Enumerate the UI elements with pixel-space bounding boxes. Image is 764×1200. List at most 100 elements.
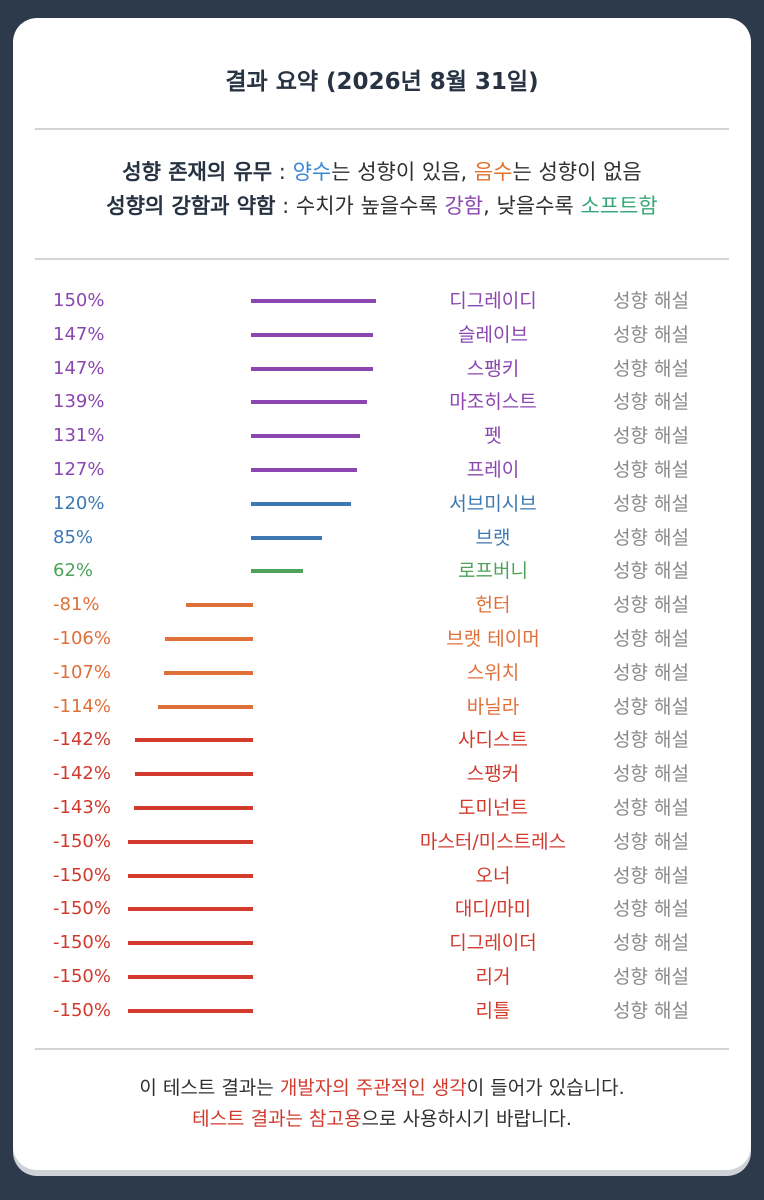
bar	[251, 400, 367, 404]
value-label: -142%	[53, 729, 111, 750]
tendency-explanation-link[interactable]: 성향 해설	[613, 898, 689, 920]
result-card: 결과 요약 (2026년 8월 31일) 성향 존재의 유무 : 양수는 성향이…	[13, 18, 751, 1170]
footer-line-2: 테스트 결과는 참고용으로 사용하시기 바랍니다.	[13, 1104, 751, 1131]
bar	[251, 569, 303, 573]
tendency-explanation-link[interactable]: 성향 해설	[613, 290, 689, 312]
category-label: 펫	[484, 425, 502, 447]
value-label: -81%	[53, 594, 100, 615]
category-label: 브랫 테이머	[446, 628, 540, 650]
value-label: -114%	[53, 696, 111, 717]
value-label: -142%	[53, 763, 111, 784]
divider-bottom	[35, 1048, 729, 1050]
category-label: 서브미시브	[449, 493, 537, 515]
bar	[251, 468, 357, 472]
category-label: 헌터	[475, 594, 511, 616]
bar	[128, 840, 253, 844]
bar	[251, 333, 374, 337]
tendency-explanation-link[interactable]: 성향 해설	[613, 966, 689, 988]
bar	[134, 738, 253, 742]
category-label: 브랫	[475, 527, 511, 549]
bar	[251, 367, 374, 371]
bar	[251, 502, 351, 506]
category-label: 리거	[475, 966, 511, 988]
bar	[164, 637, 253, 641]
value-label: 131%	[53, 425, 105, 446]
legend-separator: :	[272, 160, 293, 184]
legend-strong: 강함	[444, 194, 484, 218]
bar	[128, 874, 253, 878]
bar	[128, 907, 253, 911]
value-label: -150%	[53, 1000, 111, 1021]
value-label: 85%	[53, 527, 94, 548]
divider-legend	[35, 258, 729, 260]
bar	[134, 772, 253, 776]
legend-label-presence: 성향 존재의 유무	[122, 160, 273, 184]
value-label: -150%	[53, 865, 111, 886]
value-label: -150%	[53, 898, 111, 919]
bar	[251, 434, 361, 438]
tendency-chart: 150% 디그레이디 성향 해설 147% 슬레이브 성향 해설 147% 스팽키 성향 해설 1…	[13, 18, 751, 1170]
category-label: 스팽키	[466, 358, 520, 380]
category-label: 로프버니	[458, 560, 528, 582]
value-label: 127%	[53, 459, 105, 480]
category-label: 스팽커	[466, 763, 520, 785]
bar	[158, 705, 253, 709]
tendency-explanation-link[interactable]: 성향 해설	[613, 560, 689, 582]
category-label: 스위치	[466, 662, 520, 684]
tendency-explanation-link[interactable]: 성향 해설	[613, 594, 689, 616]
divider-top	[35, 128, 729, 130]
bar	[128, 1009, 253, 1013]
category-label: 대디/마미	[454, 898, 532, 920]
category-label: 슬레이브	[458, 324, 528, 346]
bar	[185, 603, 253, 607]
tendency-explanation-link[interactable]: 성향 해설	[613, 493, 689, 515]
category-label: 디그레이디	[449, 290, 537, 312]
legend-mid-2: , 낮을수록	[483, 194, 581, 218]
bar	[251, 299, 376, 303]
tendency-explanation-link[interactable]: 성향 해설	[613, 865, 689, 887]
tendency-explanation-link[interactable]: 성향 해설	[613, 324, 689, 346]
tendency-explanation-link[interactable]: 성향 해설	[613, 425, 689, 447]
value-label: 120%	[53, 493, 105, 514]
tendency-explanation-link[interactable]: 성향 해설	[613, 459, 689, 481]
bar	[128, 975, 253, 979]
tendency-explanation-link[interactable]: 성향 해설	[613, 797, 689, 819]
legend-positive: 양수	[292, 160, 332, 184]
footer-text-d: 으로 사용하시기 바랍니다.	[361, 1108, 572, 1130]
tendency-explanation-link[interactable]: 성향 해설	[613, 932, 689, 954]
category-label: 오너	[475, 865, 511, 887]
bar	[163, 671, 253, 675]
tendency-explanation-link[interactable]: 성향 해설	[613, 391, 689, 413]
page-title: 결과 요약 (2026년 8월 31일)	[225, 69, 539, 95]
bar	[128, 941, 253, 945]
tendency-explanation-link[interactable]: 성향 해설	[613, 628, 689, 650]
value-label: -150%	[53, 932, 111, 953]
legend-separator: :	[275, 194, 296, 218]
legend-line-presence: 성향 존재의 유무 : 양수는 성향이 있음, 음수는 성향이 없음	[13, 156, 751, 186]
footer-text-a: 이 테스트 결과는	[139, 1077, 280, 1099]
category-label: 바닐라	[466, 696, 520, 718]
tendency-explanation-link[interactable]: 성향 해설	[613, 763, 689, 785]
category-label: 프레이	[466, 459, 520, 481]
tendency-explanation-link[interactable]: 성향 해설	[613, 1000, 689, 1022]
value-label: 62%	[53, 560, 94, 581]
tendency-explanation-link[interactable]: 성향 해설	[613, 831, 689, 853]
bar	[251, 536, 322, 540]
legend-mid-1: 수치가 높을수록	[295, 194, 445, 218]
footer-line-1: 이 테스트 결과는 개발자의 주관적인 생각이 들어가 있습니다.	[13, 1073, 751, 1100]
tendency-explanation-link[interactable]: 성향 해설	[613, 696, 689, 718]
tendency-explanation-link[interactable]: 성향 해설	[613, 527, 689, 549]
tendency-explanation-link[interactable]: 성향 해설	[613, 729, 689, 751]
category-label: 디그레이더	[449, 932, 537, 954]
category-label: 사디스트	[458, 729, 528, 751]
value-label: 139%	[53, 391, 105, 412]
category-label: 도미넌트	[458, 797, 528, 819]
legend-negative: 음수	[473, 160, 513, 184]
value-label: -143%	[53, 797, 111, 818]
footer-highlight: 개발자의 주관적인 생각	[279, 1077, 467, 1099]
value-label: -107%	[53, 662, 111, 683]
tendency-explanation-link[interactable]: 성향 해설	[613, 662, 689, 684]
tendency-explanation-link[interactable]: 성향 해설	[613, 358, 689, 380]
value-label: 147%	[53, 358, 105, 379]
category-label: 리틀	[475, 1000, 511, 1022]
